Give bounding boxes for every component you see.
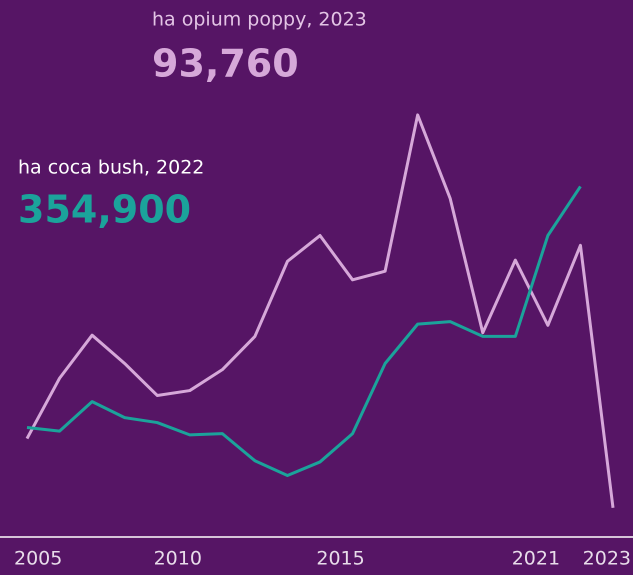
x-tick-label: 2010 bbox=[154, 548, 202, 570]
value-label: 93,760 bbox=[152, 42, 299, 86]
series-line bbox=[25, 113, 615, 508]
value-label: 354,900 bbox=[18, 188, 191, 232]
x-tick-label: 2021 bbox=[512, 548, 560, 570]
x-tick-label: 2005 bbox=[14, 548, 62, 570]
x-tick-label: 2015 bbox=[316, 548, 364, 570]
series-label: ha coca bush, 2022 bbox=[18, 157, 204, 179]
series-label: ha opium poppy, 2023 bbox=[152, 9, 367, 31]
x-tick-label: 2023 bbox=[583, 548, 631, 570]
series-line bbox=[26, 185, 582, 477]
